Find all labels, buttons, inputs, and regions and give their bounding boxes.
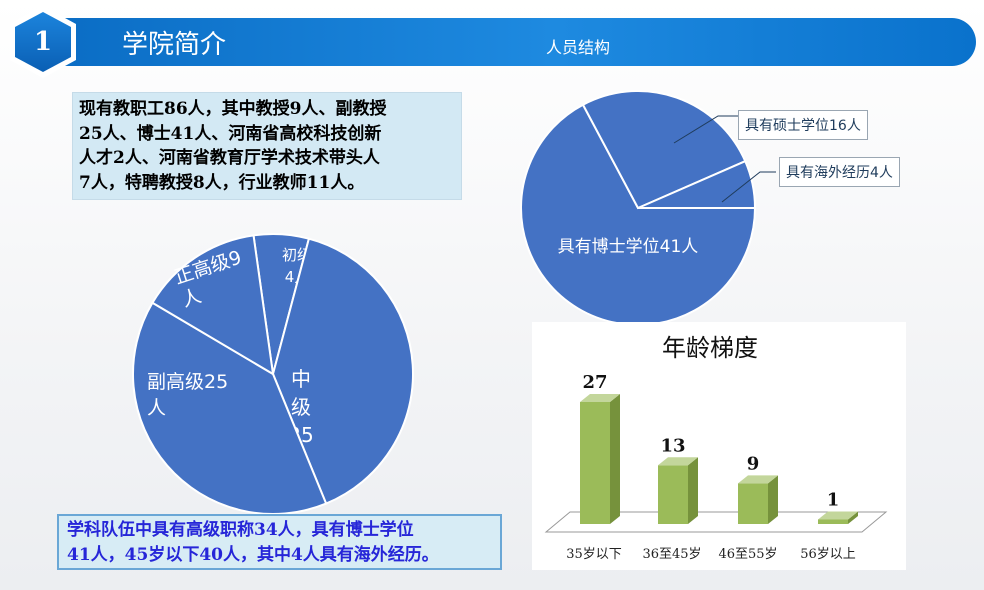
bar-side — [848, 511, 858, 524]
bar-side — [610, 394, 620, 524]
summary-box: 学科队伍中具有高级职称34人，具有博士学位 41人，45岁以下40人，其中4人具… — [57, 514, 502, 570]
category-label: 56岁以上 — [800, 547, 856, 562]
info-line: 25人、博士41人、河南省高校科技创新 — [79, 123, 382, 144]
bar-top — [738, 475, 778, 484]
bar-top — [658, 457, 698, 466]
title-rank-pie-chart: 初级4人中级25人副高级25人正高级9人 — [132, 233, 414, 515]
bar-side — [688, 457, 698, 524]
bar-value-label: 9 — [747, 453, 760, 474]
bar-value-label: 1 — [827, 489, 840, 510]
pie-slice-正高级 — [151, 234, 275, 376]
pie-slice-具有海外经历 — [637, 159, 757, 209]
bar-46至55岁 — [738, 483, 768, 524]
bar-36至45岁 — [658, 465, 688, 524]
pie-slice-label: 具有博士学位41人 — [558, 237, 699, 257]
degree-pie-chart: 具有博士学位41人 — [520, 90, 757, 326]
pie-slice-label: 副高级25 人 — [147, 371, 228, 419]
info-line: 7人，特聘教授8人，行业教师11人。 — [79, 172, 365, 193]
bar-top — [818, 511, 858, 520]
staff-info-box: 现有教职工86人，其中教授9人、副教授 25人、博士41人、河南省高校科技创新 … — [72, 92, 462, 200]
pie-slice-具有博士学位 — [520, 103, 757, 326]
bar-35岁以下 — [580, 402, 610, 524]
info-line: 人才2人、河南省教育厅学术技术带头人 — [79, 148, 380, 168]
bar-side — [768, 475, 778, 524]
bar-top — [580, 394, 620, 402]
chart-floor — [544, 511, 888, 533]
age-chart-panel: 年龄梯度 27 35岁以下 13 36至45岁 9 46至55岁 1 56岁以上 — [532, 322, 906, 570]
age-bar-chart: 27 35岁以下 13 36至45岁 9 46至55岁 1 56岁以上 — [544, 372, 888, 562]
header-bar — [40, 18, 976, 66]
category-label: 35岁以下 — [566, 547, 622, 562]
summary-line: 学科队伍中具有高级职称34人，具有博士学位 — [67, 520, 414, 540]
bar-value-label: 13 — [660, 435, 685, 456]
category-label: 36至45岁 — [642, 547, 701, 562]
info-line: 现有教职工86人，其中教授9人、副教授 — [79, 99, 387, 119]
category-label: 46至55岁 — [718, 547, 777, 562]
callout-masters: 具有硕士学位16人 — [738, 110, 868, 140]
page-title: 学院简介 — [122, 30, 227, 60]
callout-overseas-label: 具有海外经历4人 — [786, 165, 893, 181]
pie-slice-中级 — [271, 237, 414, 505]
bar-value-label: 27 — [582, 372, 607, 393]
callout-overseas: 具有海外经历4人 — [779, 157, 900, 187]
bar-56岁以上 — [818, 519, 848, 524]
summary-line: 41人，45岁以下40人，其中4人具有海外经历。 — [67, 545, 439, 565]
callout-masters-label: 具有硕士学位16人 — [745, 118, 861, 134]
page-subtitle: 人员结构 — [546, 38, 611, 57]
callout-lines — [673, 115, 776, 203]
pie-slice-副高级 — [132, 301, 328, 515]
age-chart-title: 年龄梯度 — [662, 334, 758, 362]
